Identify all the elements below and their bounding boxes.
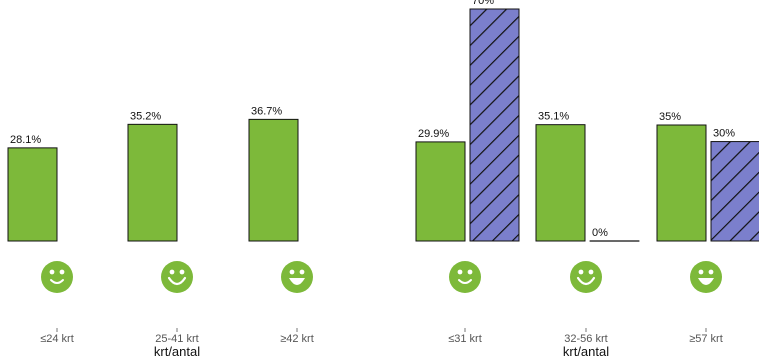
bar-value-label: 36.7% bbox=[251, 105, 282, 117]
x-tick-label: ≤31 krt bbox=[448, 333, 482, 345]
smiley-face-icon bbox=[281, 261, 313, 293]
bar-25-41 krt-series-1 bbox=[127, 123, 178, 242]
x-axis-title: krt/antal bbox=[154, 344, 200, 359]
bar-value-label: 35.1% bbox=[538, 111, 569, 123]
bar-32-56 krt-series-1 bbox=[535, 124, 586, 242]
x-axis-title: krt/antal bbox=[563, 344, 609, 359]
smiley-face-icon bbox=[690, 261, 722, 293]
bar-≤31 krt-series-1 bbox=[415, 141, 466, 242]
x-tick-label: 25-41 krt bbox=[155, 333, 198, 345]
smiley-face-icon bbox=[161, 261, 193, 293]
bar-≥42 krt-series-1 bbox=[248, 118, 299, 242]
x-tick-label: ≤24 krt bbox=[40, 333, 74, 345]
bar-value-label: 35% bbox=[659, 111, 681, 123]
bar-≤31 krt-series-2 bbox=[469, 8, 520, 242]
bar-≥57 krt-series-1 bbox=[656, 124, 707, 242]
bar-value-label: 28.1% bbox=[10, 134, 41, 146]
bar-≤24 krt-series-1 bbox=[7, 147, 58, 242]
x-tick-label: 32-56 krt bbox=[564, 333, 607, 345]
smiley-face-icon bbox=[570, 261, 602, 293]
bar-value-label: 30% bbox=[713, 128, 735, 140]
bar-≥57 krt-series-2 bbox=[710, 141, 759, 242]
bar-value-label: 29.9% bbox=[418, 128, 449, 140]
smiley-face-icon bbox=[449, 261, 481, 293]
bar-value-label: 0% bbox=[592, 227, 608, 239]
x-tick-label: ≥42 krt bbox=[280, 333, 314, 345]
bar-value-label: 70% bbox=[472, 0, 494, 7]
x-tick-label: ≥57 krt bbox=[689, 333, 723, 345]
chart-panel-2: 29.9% 70% ≤31 krt 35.1% 0% 32-56 krt 35% 30% ≥57… bbox=[415, 0, 759, 359]
smiley-face-icon bbox=[41, 261, 73, 293]
chart-panel-1: 28.1% ≤24 krt 35.2% 25-41 krt 36.7% ≥42 krt kr… bbox=[7, 105, 314, 359]
bar-value-label: 35.2% bbox=[130, 110, 161, 122]
